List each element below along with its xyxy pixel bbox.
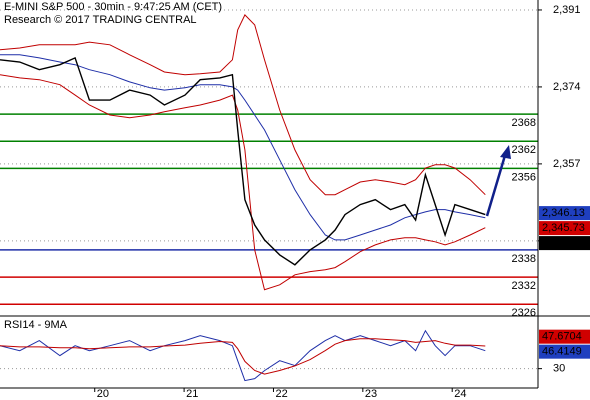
last-value-label: 2,346.13 <box>542 207 585 219</box>
last-value-box <box>539 206 590 221</box>
level-label: 2356 <box>512 171 536 183</box>
level-label: 2332 <box>512 280 536 292</box>
level-label: 2362 <box>512 144 536 156</box>
x-tick-label: 24 <box>454 388 466 400</box>
last-value-box <box>539 221 590 236</box>
series-line <box>0 338 486 375</box>
last-value-label: 47.6704 <box>542 331 582 343</box>
series-line <box>0 74 486 291</box>
chart-title: E-MINI S&P 500 - 30min - 9:47:25 AM (CET… <box>4 1 222 13</box>
forecast-arrow <box>485 151 508 217</box>
last-value-box <box>539 329 590 344</box>
x-tick-label: 20 <box>97 388 109 400</box>
last-value-label: 2,344.5 <box>542 237 579 249</box>
level-label: 2338 <box>512 253 536 265</box>
series-line <box>0 14 486 196</box>
y-tick-label: 30 <box>553 363 565 375</box>
forecast-arrow-head <box>500 145 511 159</box>
last-value-box <box>539 344 590 359</box>
rsi-title: RSI14 - 9MA <box>4 319 68 331</box>
plot-layer: 2368 2362 2356 2338 2332 2326 <box>0 9 538 382</box>
level-label: 2326 <box>512 307 536 319</box>
level-label: 2368 <box>512 117 536 129</box>
x-tick-label: 22 <box>275 388 287 400</box>
last-value-label: 2,345.73 <box>542 222 585 234</box>
y-tick-label: 2,391 <box>553 4 581 16</box>
last-value-label: 46.4149 <box>542 346 582 358</box>
y-tick-label: 2,374 <box>553 81 581 93</box>
last-value-box <box>539 236 590 251</box>
x-tick-label: 21 <box>186 388 198 400</box>
series-line <box>0 329 486 382</box>
x-tick-label: 23 <box>365 388 377 400</box>
series-line <box>0 54 486 241</box>
chart-subtitle: Research © 2017 TRADING CENTRAL <box>4 14 197 26</box>
series-line <box>0 56 486 266</box>
y-tick-label: 2,357 <box>553 158 581 170</box>
